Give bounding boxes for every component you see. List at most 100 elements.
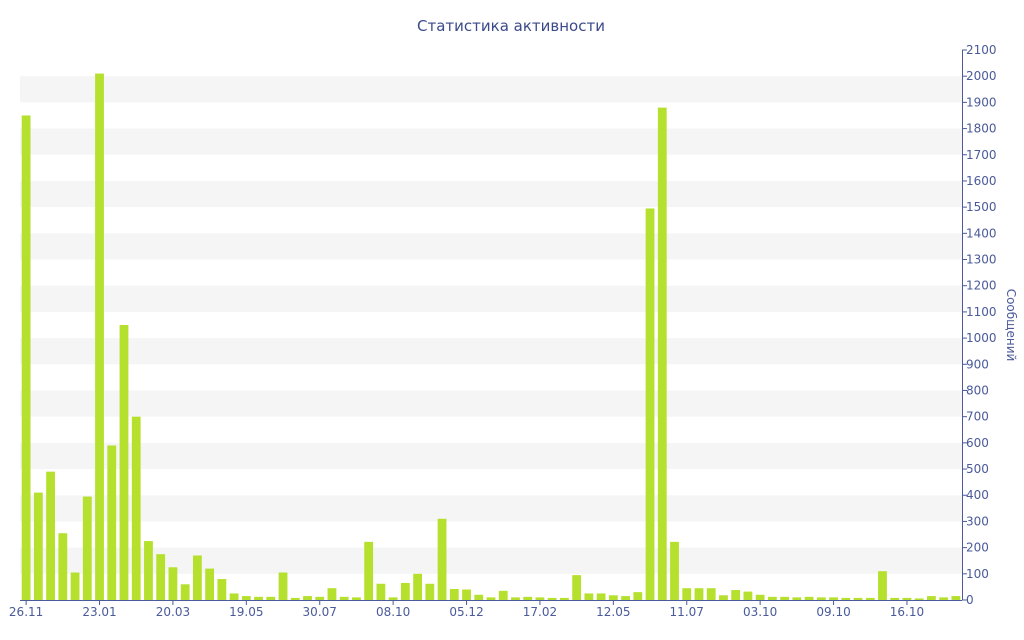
x-tick-label: 12.05 [596, 605, 630, 619]
grid-bands [20, 76, 962, 574]
bar [621, 596, 630, 600]
bar [352, 597, 361, 600]
x-tick-label: 17.02 [523, 605, 557, 619]
bar [46, 471, 55, 600]
bar [804, 596, 814, 600]
y-tick-label: 100 [966, 567, 989, 581]
bar [755, 594, 765, 600]
bar [192, 555, 202, 600]
bar [572, 575, 582, 600]
bar [278, 572, 288, 600]
bar [82, 496, 92, 600]
y-axis-label: Сообщений [1004, 289, 1018, 362]
y-tick-label: 400 [966, 488, 989, 502]
bar [780, 596, 790, 600]
y-tick-label: 900 [966, 357, 989, 371]
bar [670, 541, 679, 600]
bars-group [21, 73, 961, 601]
bar [511, 597, 520, 600]
bar [144, 541, 153, 600]
bar [706, 588, 716, 600]
bar [303, 596, 312, 600]
bar [205, 568, 215, 600]
y-tick-label: 1300 [966, 253, 997, 267]
y-tick-label: 1400 [966, 226, 997, 240]
x-tick-label: 03.10 [743, 605, 777, 619]
bar [694, 588, 704, 600]
bar [364, 541, 374, 600]
bar [608, 595, 618, 600]
bar [559, 597, 569, 600]
bar [682, 588, 692, 600]
bar [119, 325, 129, 600]
y-tick-label: 0 [966, 593, 974, 607]
bar [241, 596, 251, 600]
x-tick-label: 23.01 [82, 605, 116, 619]
bar [33, 492, 43, 600]
bar [535, 597, 545, 600]
bar [217, 579, 227, 600]
y-tick-label: 1100 [966, 305, 997, 319]
y-tick-label: 2000 [966, 69, 997, 83]
bar [939, 597, 949, 600]
bar [719, 595, 728, 600]
bar [902, 597, 912, 600]
bar [400, 582, 410, 600]
bar [339, 596, 349, 600]
x-tick-label: 08.10 [376, 605, 410, 619]
bar [645, 208, 655, 600]
bar [474, 594, 484, 600]
bar [376, 583, 386, 600]
bar [841, 597, 851, 600]
bar [853, 597, 863, 600]
grid-band [20, 442, 962, 470]
bar [229, 593, 239, 600]
y-tick-label: 800 [966, 383, 989, 397]
y-tick-label: 600 [966, 436, 989, 450]
grid-band [20, 495, 962, 522]
bar [767, 596, 777, 600]
bar [168, 567, 178, 600]
x-tick-label: 20.03 [156, 605, 190, 619]
y-tick-label: 1700 [966, 148, 997, 162]
bar [890, 597, 900, 600]
bar [914, 598, 924, 600]
y-tick-label: 700 [966, 410, 989, 424]
bar [498, 590, 508, 600]
bar [792, 597, 802, 600]
bar [266, 596, 276, 600]
bar [584, 593, 594, 600]
x-tick-label: 19.05 [229, 605, 263, 619]
y-tick-label: 1800 [966, 122, 997, 136]
bar [951, 596, 961, 600]
y-tick-label: 500 [966, 462, 989, 476]
grid-band [20, 180, 962, 208]
x-tick-label: 05.12 [449, 605, 483, 619]
bar [927, 596, 936, 600]
x-tick-label: 11.07 [670, 605, 704, 619]
bar [180, 584, 190, 600]
y-tick-label: 2100 [966, 43, 997, 57]
y-tick-label: 1600 [966, 174, 997, 188]
y-tick-label: 1200 [966, 279, 997, 293]
bar [315, 596, 325, 600]
bar [829, 597, 838, 600]
bar [731, 590, 741, 600]
bar [743, 591, 753, 600]
grid-band [20, 76, 962, 103]
bar [254, 596, 263, 600]
y-tick-label: 200 [966, 541, 989, 555]
bar [327, 588, 337, 600]
grid-band [20, 128, 962, 155]
bar [425, 583, 435, 600]
y-tick-label: 1500 [966, 200, 997, 214]
bar [70, 572, 80, 600]
bar [547, 597, 557, 600]
bar [437, 518, 447, 600]
bar [596, 593, 606, 600]
bar [486, 597, 496, 600]
bar [633, 592, 643, 600]
bar [462, 589, 471, 600]
x-tick-label: 30.07 [303, 605, 337, 619]
